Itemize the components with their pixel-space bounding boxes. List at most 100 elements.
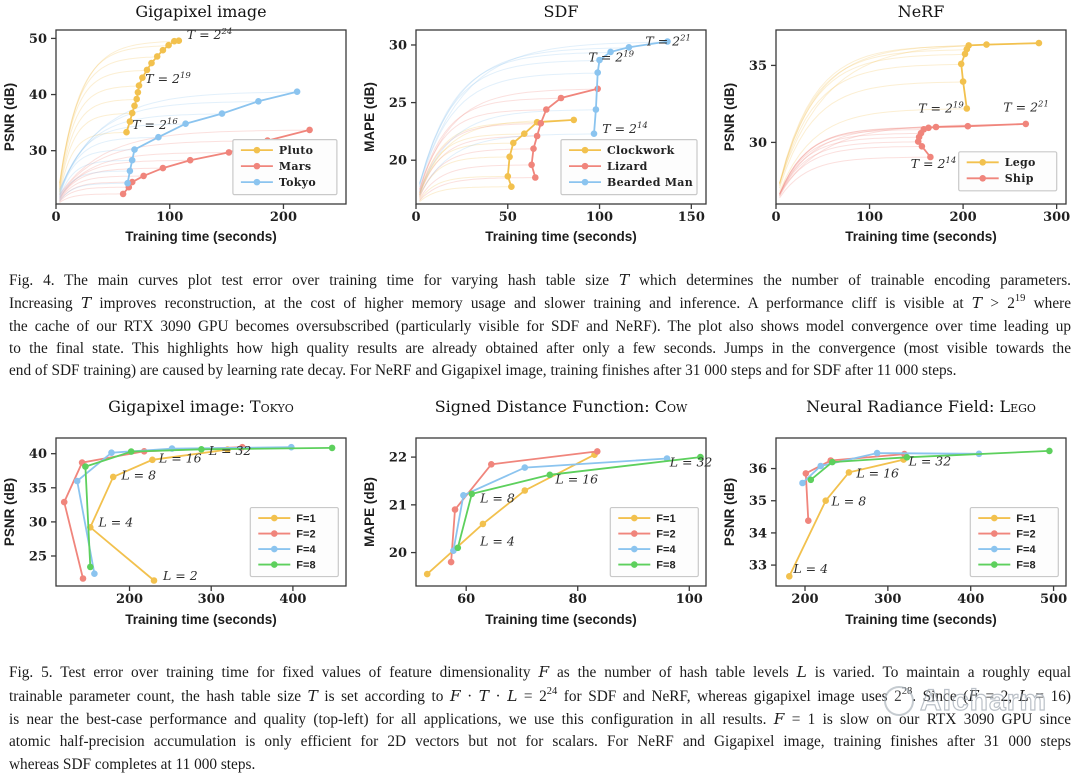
legend-marker — [271, 561, 278, 569]
data-point — [134, 89, 142, 96]
legend-marker — [253, 162, 261, 170]
data-point — [124, 179, 131, 187]
data-point — [1035, 39, 1043, 47]
data-point — [479, 521, 487, 528]
data-point — [128, 156, 136, 164]
data-point — [255, 98, 262, 105]
annotation: L = 32 — [669, 455, 713, 470]
chart-title: Neural Radiance Field: Lego — [806, 397, 1036, 416]
data-point — [822, 497, 829, 505]
plot-border — [55, 437, 347, 588]
legend-label: F=8 — [296, 560, 315, 572]
x-axis-label: Training time (seconds) — [485, 612, 637, 627]
convergence-curve — [59, 98, 137, 191]
convergence-curve — [59, 112, 133, 193]
data-point — [1046, 448, 1053, 455]
legend-marker — [271, 530, 278, 538]
convergence-curve — [59, 159, 133, 199]
legend-label: F=2 — [656, 529, 675, 541]
x-tick-label: 0 — [771, 210, 780, 225]
data-point — [697, 454, 704, 461]
legend-label: Clockwork — [607, 144, 675, 157]
convergence-curve — [59, 149, 135, 198]
fig5-caption: Fig. 5. Test error over training time fo… — [0, 661, 1080, 775]
x-tick-label: 100 — [586, 210, 613, 225]
legend-label: Ship — [1005, 172, 1034, 185]
plot-border — [775, 29, 1067, 205]
data-point — [149, 456, 156, 464]
convergence-curve — [59, 186, 129, 203]
annotation: L = 4 — [792, 562, 828, 577]
convergence-curve — [419, 135, 538, 196]
annotation: T = 219 — [145, 71, 191, 86]
legend-box — [560, 139, 698, 196]
data-point — [557, 94, 565, 102]
y-tick-label: 30 — [389, 38, 407, 53]
y-tick-label: 21 — [389, 499, 407, 514]
convergence-curve — [419, 51, 611, 185]
annotation: L = 4 — [479, 534, 515, 549]
data-point — [148, 59, 155, 67]
data-point — [521, 130, 528, 137]
legend-marker — [631, 546, 638, 553]
annotation: T = 221 — [1003, 100, 1049, 115]
convergence-curve — [419, 133, 525, 196]
data-point — [182, 120, 189, 127]
legend-marker — [991, 561, 998, 569]
data-point — [528, 161, 535, 169]
data-point — [143, 66, 151, 74]
convergence-curve — [59, 170, 130, 200]
legend-label: F=1 — [296, 513, 315, 525]
convergence-curve — [419, 164, 532, 200]
legend-label: F=2 — [1016, 529, 1035, 541]
data-point — [119, 190, 127, 198]
data-point — [570, 116, 578, 124]
series-line-f-1 — [788, 459, 904, 578]
x-axis-label: Training time (seconds) — [845, 612, 997, 627]
legend-label: Mars — [279, 160, 312, 173]
convergence-curve — [419, 72, 598, 188]
y-tick-label: 30 — [29, 516, 47, 531]
x-tick-label: 300 — [1043, 210, 1070, 225]
legend-label: Tokyo — [279, 176, 316, 189]
annotation: L = 32 — [908, 454, 952, 469]
series-line-f-2 — [450, 450, 598, 563]
plot-border — [415, 437, 707, 588]
annotation: L = 16 — [855, 466, 899, 481]
annotation: L = 4 — [97, 515, 133, 530]
data-point — [594, 69, 601, 76]
data-point — [293, 88, 301, 95]
convergence-curve — [59, 129, 310, 195]
annotation: L = 32 — [208, 444, 252, 459]
y-tick-label: 34 — [749, 527, 767, 542]
convergence-curve — [59, 91, 298, 190]
annotation: T = 221 — [645, 34, 691, 49]
data-point — [664, 38, 671, 45]
data-point — [155, 133, 162, 141]
convergence-curve — [779, 63, 962, 186]
x-tick-label: 0 — [411, 210, 420, 225]
x-tick-label: 500 — [1040, 592, 1067, 607]
data-point — [590, 130, 598, 137]
annotation: L = 8 — [831, 494, 867, 509]
data-point — [460, 492, 467, 500]
plot-border — [55, 29, 347, 205]
y-axis-label: PSNR (dB) — [722, 83, 737, 151]
convergence-curve — [59, 181, 133, 202]
y-tick-label: 40 — [29, 448, 47, 463]
data-point — [131, 102, 138, 110]
convergence-curve — [779, 81, 964, 189]
data-point — [218, 110, 226, 117]
data-point — [594, 448, 601, 456]
data-point — [983, 41, 990, 48]
data-point — [530, 145, 537, 152]
legend-box — [969, 507, 1059, 578]
data-point — [805, 517, 812, 525]
plot-border — [415, 29, 707, 205]
caption-line: Increasing T improves reconstruction, at… — [9, 293, 1071, 313]
chart-title: Gigapixel image — [135, 2, 266, 21]
legend-label: Lego — [1005, 156, 1036, 169]
convergence-curve — [59, 40, 179, 183]
data-point — [927, 153, 934, 161]
